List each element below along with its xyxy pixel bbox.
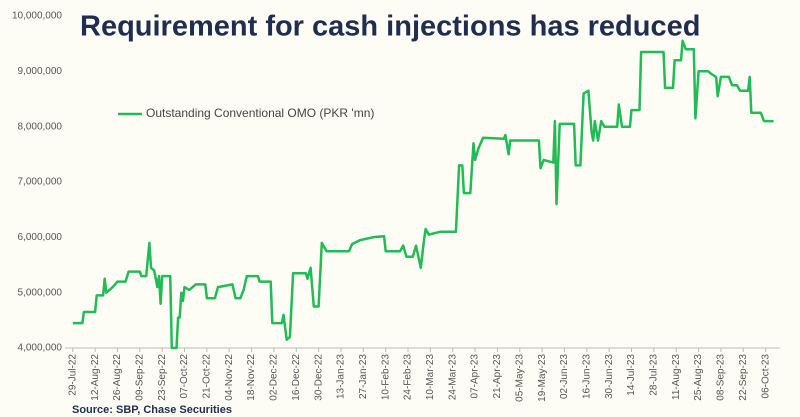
x-tick-label: 04-Nov-22 bbox=[224, 354, 235, 401]
x-tick-label: 11-Aug-23 bbox=[671, 354, 682, 400]
x-tick-label: 10-Mar-23 bbox=[425, 354, 436, 401]
legend-label: Outstanding Conventional OMO (PKR 'mn) bbox=[146, 106, 374, 120]
x-tick-label: 02-Jun-23 bbox=[559, 354, 570, 399]
y-tick-label: 10,000,000 bbox=[12, 11, 62, 22]
data-line bbox=[72, 39, 774, 350]
chart-title: Requirement for cash injections has redu… bbox=[80, 11, 700, 43]
x-tick-label: 14-Jul-23 bbox=[626, 354, 637, 396]
x-tick-label: 22-Sep-23 bbox=[738, 354, 749, 401]
x-tick-label: 10-Feb-23 bbox=[380, 354, 391, 401]
x-tick-label: 05-May-23 bbox=[514, 354, 525, 402]
x-tick-label: 21-Apr-23 bbox=[492, 354, 503, 399]
x-tick-label: 12-Aug-22 bbox=[90, 354, 101, 401]
x-tick-label: 28-Jul-23 bbox=[649, 354, 660, 396]
x-tick-label: 23-Sep-22 bbox=[157, 354, 168, 401]
x-tick-label: 26-Aug-22 bbox=[112, 354, 123, 401]
x-tick-label: 21-Oct-22 bbox=[202, 354, 213, 399]
x-tick-label: 29-Jul-22 bbox=[67, 354, 78, 396]
source: Source: SBP, Chase Securities bbox=[72, 404, 232, 416]
x-tick-label: 30-Dec-22 bbox=[313, 354, 324, 401]
x-tick-label: 07-Apr-23 bbox=[470, 354, 481, 399]
x-tick-label: 13-Jan-23 bbox=[336, 354, 347, 399]
x-tick-label: 16-Dec-22 bbox=[291, 354, 302, 401]
y-tick-label: 6,000,000 bbox=[18, 232, 63, 243]
x-tick-label: 06-Oct-23 bbox=[760, 354, 771, 399]
x-tick-label: 19-May-23 bbox=[537, 354, 548, 402]
x-tick-label: 30-Jun-23 bbox=[604, 354, 615, 399]
x-tick-label: 25-Aug-23 bbox=[693, 354, 704, 401]
x-tick-label: 07-Oct-22 bbox=[179, 354, 190, 399]
x-tick-label: 24-Feb-23 bbox=[403, 354, 414, 401]
y-tick-label: 8,000,000 bbox=[18, 121, 63, 132]
y-tick-label: 5,000,000 bbox=[18, 287, 63, 298]
y-tick-label: 7,000,000 bbox=[18, 177, 63, 188]
x-tick-label: 18-Nov-22 bbox=[246, 354, 257, 401]
x-tick-label: 02-Dec-22 bbox=[269, 354, 280, 401]
x-tick-label: 08-Sep-23 bbox=[716, 354, 727, 401]
y-tick-label: 9,000,000 bbox=[18, 66, 63, 77]
x-tick-label: 16-Jun-23 bbox=[581, 354, 592, 399]
x-tick-label: 09-Sep-22 bbox=[134, 354, 145, 401]
x-tick-label: 24-Mar-23 bbox=[447, 354, 458, 401]
y-tick-label: 4,000,000 bbox=[18, 343, 63, 354]
x-tick-label: 27-Jan-23 bbox=[358, 354, 369, 399]
